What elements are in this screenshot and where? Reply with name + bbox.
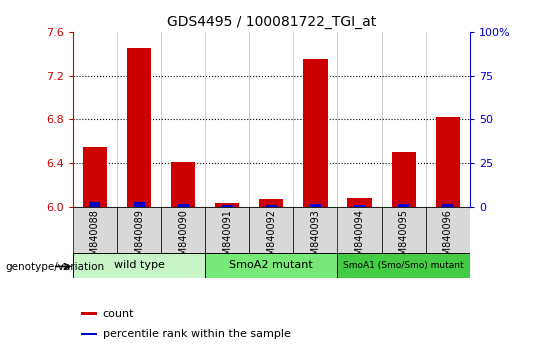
Text: GSM840091: GSM840091: [222, 210, 232, 268]
Bar: [133, 202, 145, 207]
Text: GSM840093: GSM840093: [310, 210, 320, 268]
Bar: [392, 152, 416, 207]
Bar: [249, 207, 293, 253]
Bar: [171, 162, 195, 207]
Bar: [382, 207, 426, 253]
Bar: [303, 59, 328, 207]
Text: wild type: wild type: [113, 261, 165, 270]
Bar: [436, 117, 460, 207]
Text: GSM840096: GSM840096: [443, 210, 453, 268]
Bar: [222, 205, 233, 207]
Bar: [205, 253, 338, 278]
Text: GSM840088: GSM840088: [90, 210, 100, 268]
Text: GSM840092: GSM840092: [266, 210, 276, 268]
Bar: [161, 207, 205, 253]
Bar: [73, 207, 117, 253]
Bar: [354, 205, 365, 207]
Text: SmoA1 (Smo/Smo) mutant: SmoA1 (Smo/Smo) mutant: [343, 261, 464, 270]
Bar: [178, 204, 188, 207]
Bar: [293, 207, 338, 253]
Bar: [81, 313, 97, 315]
Text: GSM840090: GSM840090: [178, 210, 188, 268]
Bar: [310, 204, 321, 207]
Bar: [426, 207, 470, 253]
Bar: [347, 198, 372, 207]
Bar: [117, 207, 161, 253]
Bar: [259, 199, 284, 207]
Bar: [266, 205, 277, 207]
Bar: [442, 204, 453, 207]
Text: GSM840095: GSM840095: [399, 210, 409, 268]
Bar: [205, 207, 249, 253]
Bar: [81, 333, 97, 336]
Text: percentile rank within the sample: percentile rank within the sample: [103, 329, 291, 339]
Bar: [398, 204, 409, 207]
Bar: [215, 203, 239, 207]
Bar: [73, 253, 205, 278]
Bar: [338, 207, 382, 253]
Title: GDS4495 / 100081722_TGI_at: GDS4495 / 100081722_TGI_at: [167, 16, 376, 29]
Bar: [90, 202, 100, 207]
Text: count: count: [103, 309, 134, 319]
Text: GSM840089: GSM840089: [134, 210, 144, 268]
Bar: [127, 48, 151, 207]
Text: GSM840094: GSM840094: [355, 210, 365, 268]
Text: genotype/variation: genotype/variation: [5, 262, 105, 272]
Bar: [83, 147, 107, 207]
Text: SmoA2 mutant: SmoA2 mutant: [230, 261, 313, 270]
Bar: [338, 253, 470, 278]
